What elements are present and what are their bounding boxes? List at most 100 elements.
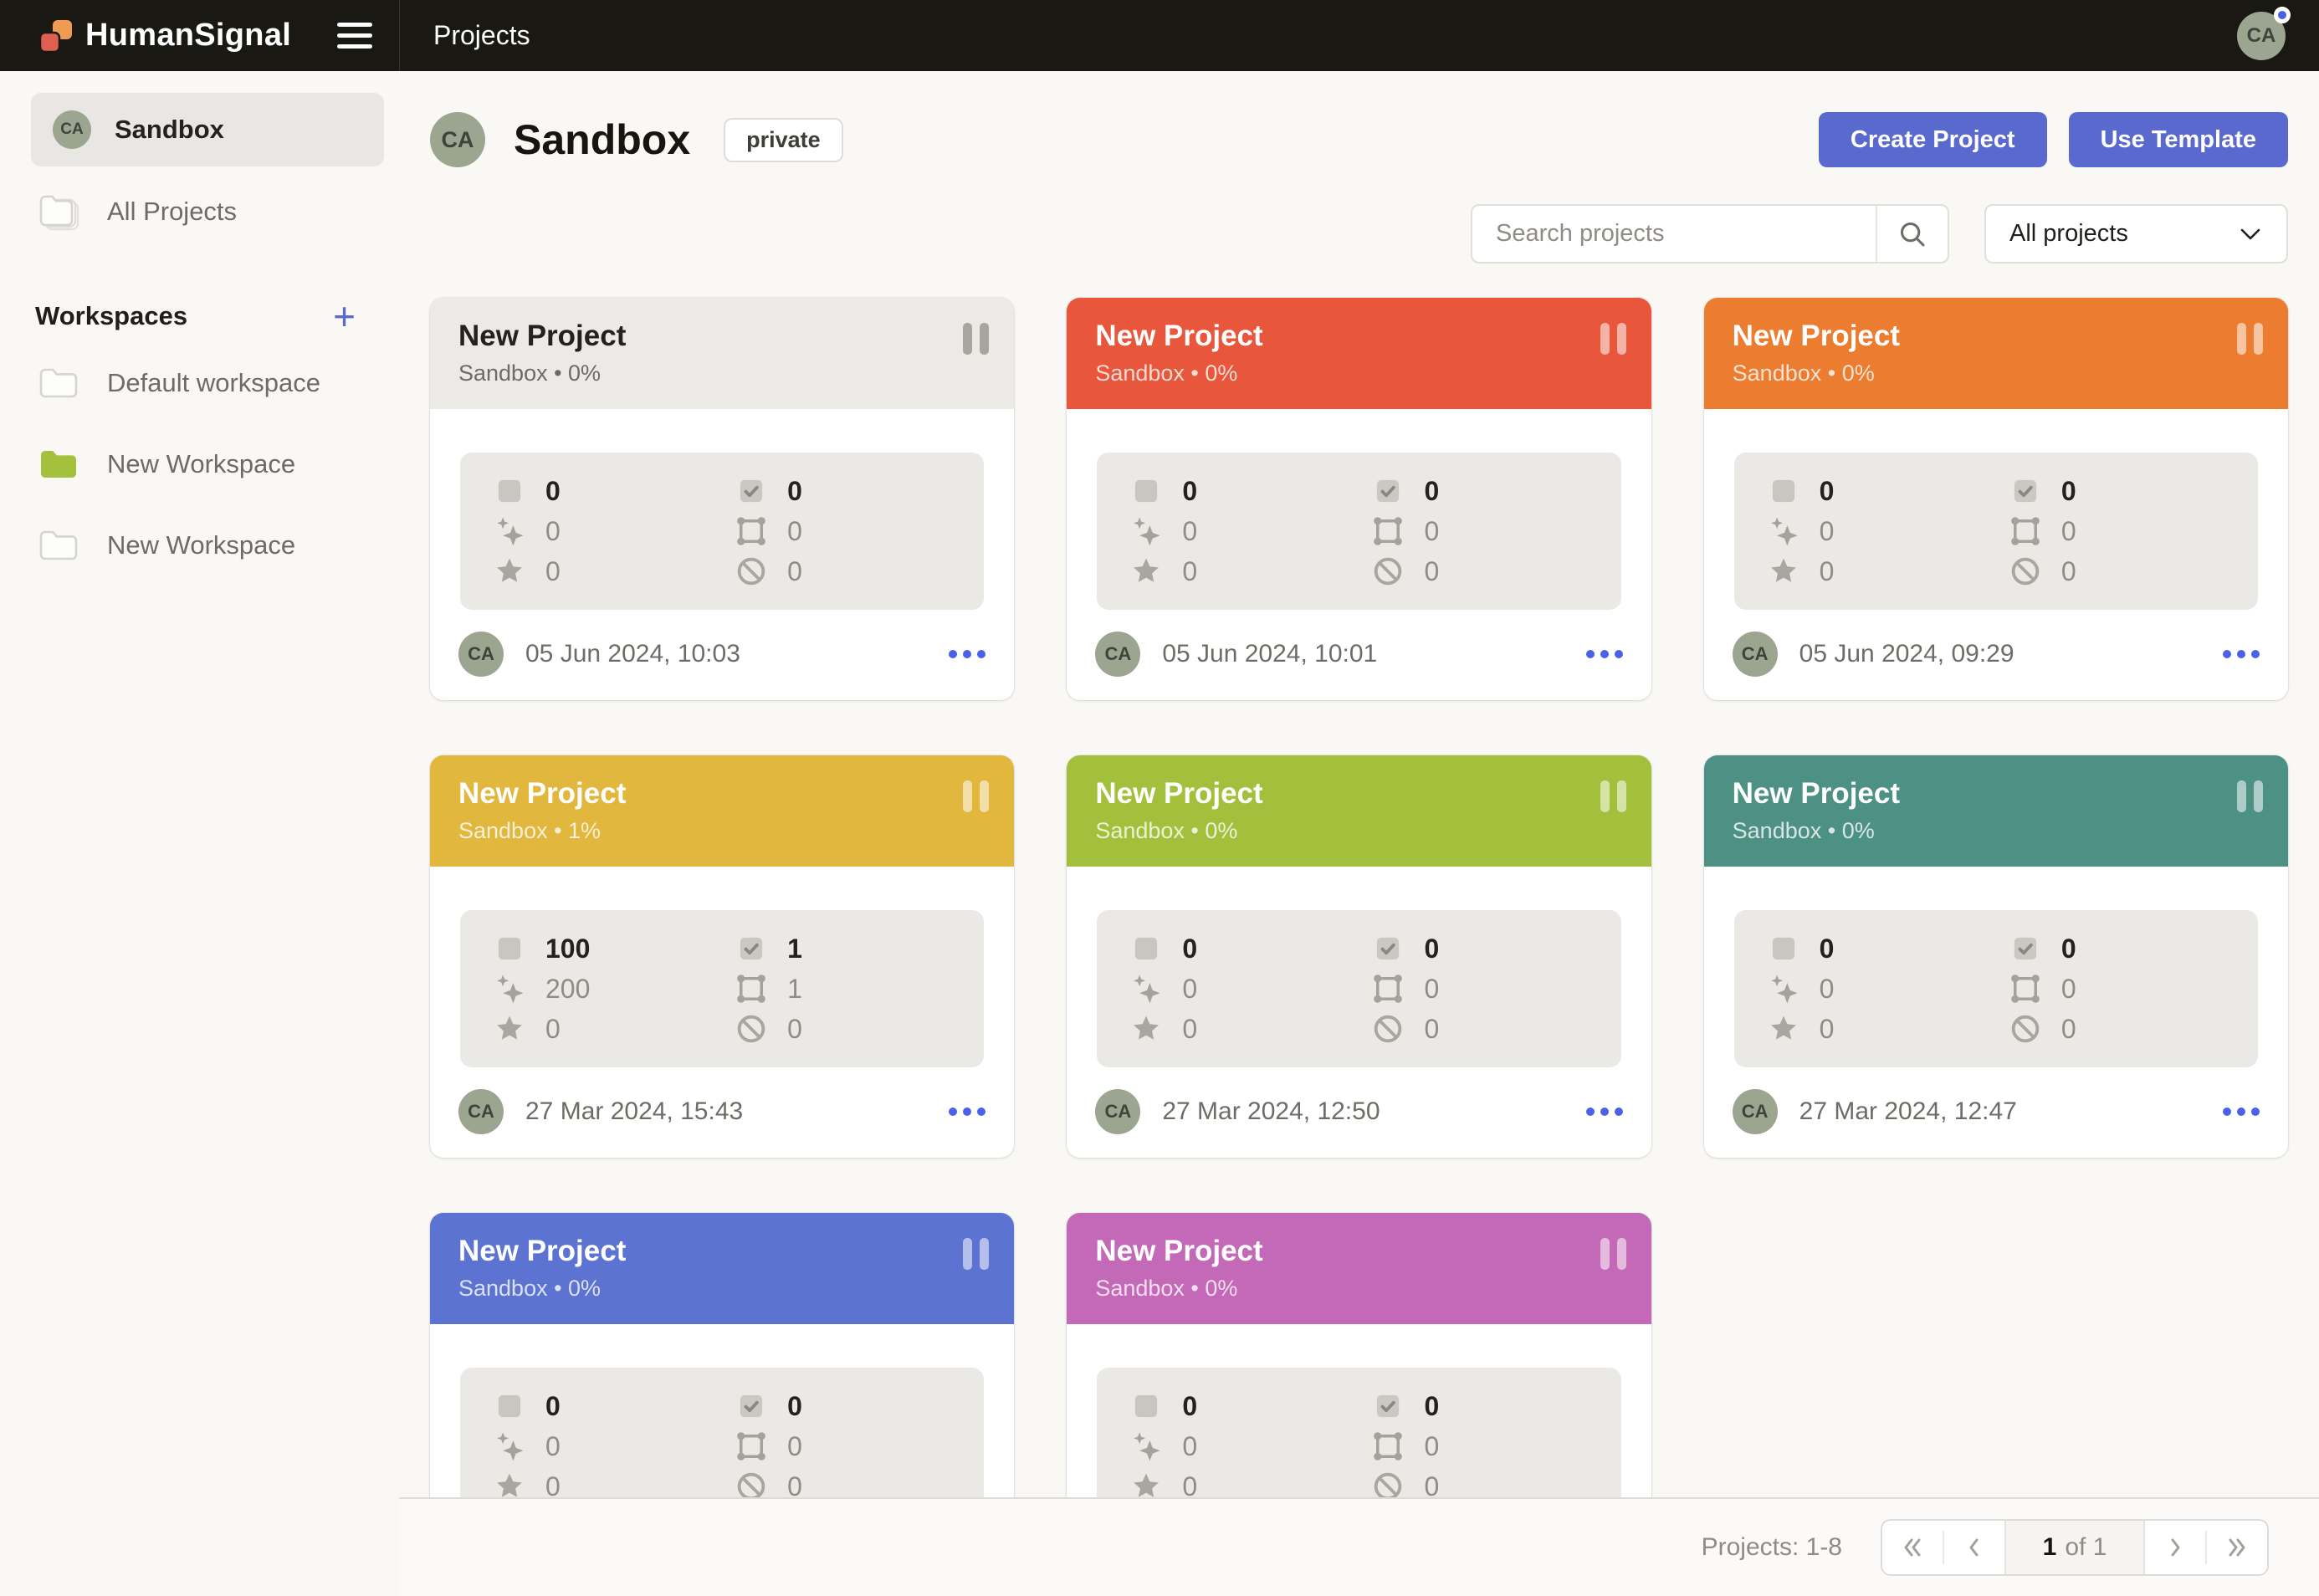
project-card-body: 0 0 0 <box>1704 867 2288 1067</box>
project-stats-panel: 0 0 0 <box>1733 453 2258 610</box>
project-card[interactable]: New Project Sandbox • 0% 0 0 <box>1067 755 1651 1158</box>
project-card-header: New Project Sandbox • 0% <box>430 1213 1015 1324</box>
folder-icon <box>39 368 78 397</box>
regions-icon <box>2011 517 2040 545</box>
stat-value: 0 <box>1182 1390 1198 1421</box>
sidebar-item-label: Sandbox <box>115 115 224 144</box>
pause-icon[interactable] <box>963 323 990 355</box>
stat-value: 0 <box>1182 973 1198 1004</box>
project-card[interactable]: New Project Sandbox • 0% 0 0 <box>1067 298 1651 700</box>
more-options-button[interactable] <box>949 642 986 667</box>
brand-logo[interactable]: HumanSignal <box>37 17 335 55</box>
project-card[interactable]: New Project Sandbox • 0% 0 0 <box>1703 755 2288 1158</box>
project-card-titles: New Project Sandbox • 0% <box>1095 1235 1262 1302</box>
stat-tasks: 0 <box>1766 471 2008 511</box>
stat-value: 0 <box>1819 1013 1835 1044</box>
sidebar-item-default-workspace[interactable]: Default workspace <box>0 342 399 423</box>
more-options-button[interactable] <box>1585 642 1623 667</box>
predictions-icon <box>1770 974 1798 1004</box>
search-button[interactable] <box>1876 206 1948 262</box>
project-card[interactable]: New Project Sandbox • 1% 100 20 <box>430 755 1015 1158</box>
pause-icon[interactable] <box>1600 780 1626 812</box>
stat-value: 1 <box>787 973 802 1004</box>
tasks-icon <box>498 479 521 503</box>
regions-icon <box>737 974 765 1003</box>
stat-value: 0 <box>545 1013 561 1044</box>
user-menu[interactable]: CA <box>2237 6 2291 60</box>
stat-value: 0 <box>545 555 561 586</box>
pause-icon[interactable] <box>2236 780 2263 812</box>
more-options-button[interactable] <box>1585 1099 1623 1124</box>
prev-page-button[interactable] <box>1944 1521 2004 1574</box>
stat-value: 0 <box>1424 475 1440 506</box>
skipped-icon <box>1375 1015 1402 1043</box>
project-card[interactable]: New Project Sandbox • 0% 0 0 <box>430 298 1015 700</box>
creator-avatar: CA <box>1732 1089 1778 1134</box>
project-card-body: 0 0 0 <box>1067 867 1651 1067</box>
stat-predictions: 0 <box>492 511 734 551</box>
hamburger-menu-icon[interactable] <box>335 18 374 54</box>
regions-icon <box>1374 974 1403 1003</box>
last-page-icon <box>2229 1538 2245 1557</box>
projects-toolbar: All projects <box>430 204 2288 263</box>
pause-icon[interactable] <box>1600 323 1626 355</box>
tasks-icon <box>1135 1394 1158 1418</box>
stat-value: 0 <box>2060 933 2076 964</box>
stat-regions: 0 <box>734 511 975 551</box>
regions-icon <box>1374 1432 1403 1460</box>
sidebar-item-all-projects[interactable]: All Projects <box>0 171 399 252</box>
first-page-button[interactable] <box>1882 1521 1943 1574</box>
workspace-avatar: CA <box>53 110 91 149</box>
predictions-icon <box>497 974 524 1004</box>
stat-skipped: 0 <box>2008 1009 2250 1049</box>
stat-value: 0 <box>1182 555 1198 586</box>
stat-regions: 0 <box>2008 511 2250 551</box>
predictions-icon <box>497 517 524 546</box>
annotations-icon <box>1377 937 1400 960</box>
project-card-body: 0 0 0 <box>1067 409 1651 610</box>
project-subtitle: Sandbox • 1% <box>458 818 602 844</box>
create-project-button[interactable]: Create Project <box>1818 112 2047 167</box>
sidebar-item-new-workspace-2[interactable]: New Workspace <box>0 504 399 586</box>
stat-tasks: 0 <box>1129 928 1370 969</box>
sidebar-item-sandbox[interactable]: CA Sandbox <box>31 93 384 166</box>
stat-value: 0 <box>545 1430 561 1461</box>
pause-icon[interactable] <box>963 780 990 812</box>
project-title: New Project <box>1095 777 1263 810</box>
projects-filter-select[interactable]: All projects <box>1984 204 2288 263</box>
stat-predictions: 200 <box>492 969 734 1009</box>
project-subtitle: Sandbox • 0% <box>458 361 602 386</box>
project-card[interactable]: New Project Sandbox • 0% 0 0 <box>1703 298 2288 700</box>
add-workspace-button[interactable]: + <box>333 294 356 338</box>
project-date: 05 Jun 2024, 10:01 <box>1162 640 1378 668</box>
stat-skipped: 0 <box>2008 551 2250 591</box>
stat-value: 0 <box>787 1430 802 1461</box>
stat-annotations: 0 <box>734 471 975 511</box>
pause-icon[interactable] <box>1600 1238 1626 1270</box>
last-page-button[interactable] <box>2207 1521 2267 1574</box>
stat-skipped: 0 <box>1370 551 1612 591</box>
more-options-button[interactable] <box>949 1099 986 1124</box>
annotations-icon <box>1377 479 1400 503</box>
search-icon <box>1900 222 1925 246</box>
project-card-footer: CA 05 Jun 2024, 10:01 <box>1067 610 1651 677</box>
more-options-button[interactable] <box>2222 1099 2260 1124</box>
sidebar-item-new-workspace-1[interactable]: New Workspace <box>0 423 399 504</box>
stat-value: 0 <box>1424 515 1440 546</box>
brand-name: HumanSignal <box>85 18 292 53</box>
more-options-button[interactable] <box>2222 642 2260 667</box>
next-page-button[interactable] <box>2145 1521 2205 1574</box>
skipped-icon <box>737 1015 765 1043</box>
stat-value: 200 <box>545 973 591 1004</box>
stat-annotations: 0 <box>1370 928 1612 969</box>
use-template-button[interactable]: Use Template <box>2068 112 2288 167</box>
search-input[interactable] <box>1472 206 1876 262</box>
pause-icon[interactable] <box>963 1238 990 1270</box>
folder-icon-green <box>41 450 76 478</box>
stat-tasks: 0 <box>492 471 734 511</box>
current-page: 1 <box>2042 1533 2057 1561</box>
stat-predictions: 0 <box>1129 511 1370 551</box>
stat-predictions: 0 <box>1129 969 1370 1009</box>
search-box[interactable] <box>1471 204 1949 263</box>
pause-icon[interactable] <box>2236 323 2263 355</box>
